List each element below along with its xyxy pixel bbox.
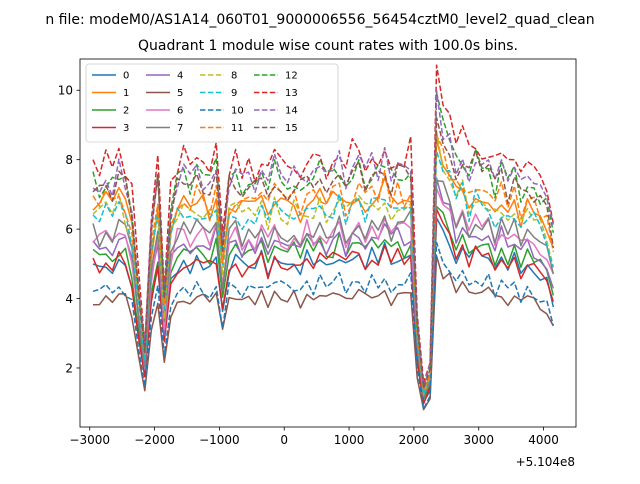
series-line-3 [92,208,555,405]
legend-label-6: 6 [177,106,183,117]
y-tick-label: 6 [65,222,73,236]
series-line-15 [92,117,555,390]
series-line-13 [92,64,555,384]
legend-label-14: 14 [285,106,298,117]
series-line-9 [92,150,555,396]
chart-suptitle: n file: modeM0/AS1A14_060T01_9000006556_… [45,12,594,28]
legend-label-9: 9 [231,88,237,99]
legend-label-15: 15 [285,123,298,134]
legend-label-11: 11 [231,123,244,134]
series-line-10 [92,241,555,410]
x-tick-label: 1000 [334,433,365,447]
y-tick-label: 2 [65,361,73,375]
legend-label-5: 5 [177,88,183,99]
legend-frame [85,63,339,143]
plot-frame [79,58,577,428]
x-tick-label: 4000 [528,433,559,447]
y-tick-label: 10 [58,84,73,98]
legend-label-1: 1 [123,88,129,99]
x-tick-label: 2000 [399,433,430,447]
legend-label-10: 10 [231,106,244,117]
chart-title: Quadrant 1 module wise count rates with … [138,38,518,54]
x-tick-label: 0 [280,433,288,447]
x-tick-label: −3000 [69,433,110,447]
series-line-6 [92,187,554,398]
legend-label-12: 12 [285,71,298,82]
legend-label-8: 8 [231,71,237,82]
x-tick-label: −1000 [199,433,240,447]
series-line-11 [92,134,555,391]
series-line-12 [92,92,555,386]
legend-label-4: 4 [177,71,183,82]
legend-label-7: 7 [177,123,183,134]
x-tick-label: −2000 [134,433,175,447]
legend-label-3: 3 [123,123,129,134]
series-line-7 [92,179,555,398]
y-tick-label: 8 [65,153,73,167]
x-offset-label: +5.104e8 [516,455,575,469]
legend-label-13: 13 [285,88,298,99]
x-tick-label: 3000 [463,433,494,447]
legend-label-2: 2 [123,106,129,117]
series-lines [92,64,555,411]
legend-label-0: 0 [123,71,129,82]
y-tick-label: 4 [65,292,73,306]
series-line-5 [92,255,554,411]
